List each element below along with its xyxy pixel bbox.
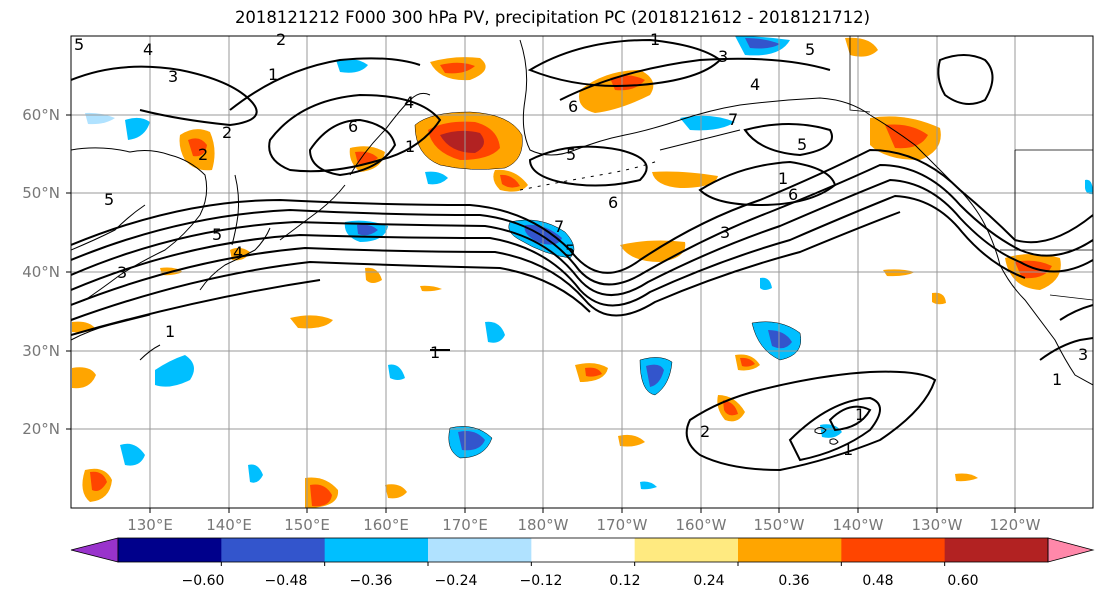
contour-label: 2 xyxy=(276,30,286,49)
colorbar-segment xyxy=(221,538,326,562)
contour-label: 2 xyxy=(700,422,710,441)
contour-label: 5 xyxy=(74,35,84,54)
contour-label: 2 xyxy=(198,145,208,164)
contour-label: 6 xyxy=(348,117,358,136)
colorbar-extension-low xyxy=(70,537,119,563)
lon-label: 130°W xyxy=(911,516,963,534)
coastlines xyxy=(71,39,1093,445)
contour-label: 5 xyxy=(797,135,807,154)
colorbar xyxy=(70,537,1095,566)
contour-label: 5 xyxy=(566,145,576,164)
contour-label: 3 xyxy=(117,263,127,282)
lon-label: 140°W xyxy=(832,516,884,534)
lon-label: 150°E xyxy=(284,516,330,534)
contour-label: 4 xyxy=(750,75,760,94)
contour-label: 3 xyxy=(1078,345,1088,364)
colorbar-segment xyxy=(531,538,636,562)
contour-label: 1 xyxy=(268,65,278,84)
contour-label: 3 xyxy=(718,47,728,66)
precip-shading xyxy=(72,36,1093,508)
lat-label: 20°N xyxy=(22,420,60,438)
colorbar-tick-label: −0.60 xyxy=(181,573,225,589)
lat-label: 50°N xyxy=(22,184,60,202)
contour-label: 4 xyxy=(233,243,243,262)
contour-label: 1 xyxy=(1052,370,1062,389)
lat-label: 60°N xyxy=(22,106,60,124)
contour-label: 1 xyxy=(843,440,853,459)
lon-label: 170°W xyxy=(596,516,648,534)
colorbar-segment xyxy=(118,538,222,562)
colorbar-segment xyxy=(634,538,739,562)
map-title: 2018121212 F000 300 hPa PV, precipitatio… xyxy=(234,8,871,27)
lon-label: 160°E xyxy=(363,516,409,534)
axis-ticks xyxy=(66,114,1016,513)
lon-label: 140°E xyxy=(206,516,252,534)
contour-label: 5 xyxy=(212,225,222,244)
contour-label: 6 xyxy=(608,193,618,212)
contour-label: 1 xyxy=(778,169,788,188)
contour-label: 1 xyxy=(650,30,660,49)
contour-labels: 5 4 3 1 2 2 6 4 1 5 2 3 4 6 5 7 6 5 1 3 … xyxy=(74,30,1088,459)
contour-label: 7 xyxy=(728,110,738,129)
colorbar-tick-label: 0.48 xyxy=(862,573,894,589)
contour-label: 3 xyxy=(720,223,730,242)
colorbar-segment xyxy=(841,538,946,562)
colorbar-tick-label: −0.48 xyxy=(264,573,308,589)
contour-label: 6 xyxy=(788,185,798,204)
contour-label: 3 xyxy=(168,67,178,86)
colorbar-tick-label: 0.24 xyxy=(693,573,725,589)
colorbar-tick-label: −0.36 xyxy=(349,573,393,589)
contour-label: 6 xyxy=(568,97,578,116)
lon-label: 120°W xyxy=(989,516,1041,534)
colorbar-tick-label: −0.24 xyxy=(434,573,478,589)
colorbar-segment xyxy=(944,538,1049,562)
borders xyxy=(849,36,1093,301)
lon-label: 150°W xyxy=(753,516,805,534)
colorbar-tick-label: 0.12 xyxy=(609,573,641,589)
contour-label: 7 xyxy=(554,217,564,236)
contour-label: 5 xyxy=(565,241,575,260)
contour-label: 2 xyxy=(222,123,232,142)
precip-contour-outlines xyxy=(414,111,802,459)
colorbar-tick-label: 0.36 xyxy=(778,573,810,589)
pv-contours xyxy=(71,38,1093,472)
lon-label: 170°E xyxy=(442,516,488,534)
colorbar-segment xyxy=(428,538,532,562)
lat-label: 40°N xyxy=(22,263,60,281)
colorbar-extension-high xyxy=(1047,537,1095,563)
contour-label: 5 xyxy=(104,190,114,209)
lat-label: 30°N xyxy=(22,342,60,360)
contour-label: 1 xyxy=(855,405,865,424)
map-gridlines xyxy=(71,36,1093,508)
lon-label: 160°W xyxy=(675,516,727,534)
contour-label: 1 xyxy=(430,343,440,362)
contour-label: 4 xyxy=(143,40,153,59)
lon-label: 180°W xyxy=(517,516,569,534)
contour-label: 1 xyxy=(405,137,415,156)
colorbar-outline xyxy=(117,537,1049,563)
contour-label: 5 xyxy=(805,40,815,59)
contour-label: 1 xyxy=(165,322,175,341)
colorbar-tick-label: −0.12 xyxy=(519,573,563,589)
contour-label: 4 xyxy=(404,93,414,112)
lon-label: 130°E xyxy=(127,516,173,534)
colorbar-segment xyxy=(324,538,429,562)
colorbar-segment xyxy=(738,538,842,562)
colorbar-tick-label: 0.60 xyxy=(947,573,979,589)
